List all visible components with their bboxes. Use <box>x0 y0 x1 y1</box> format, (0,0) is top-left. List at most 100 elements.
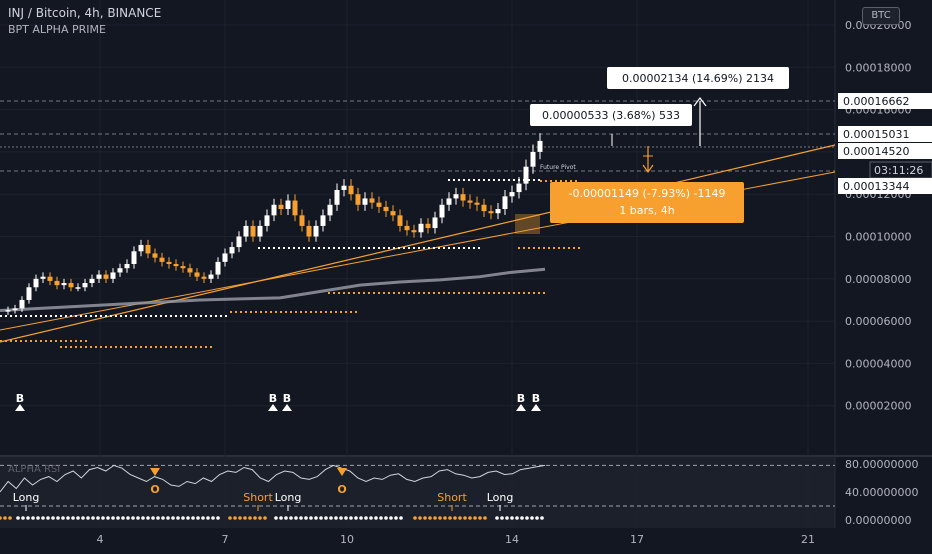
signal-dot <box>359 516 363 520</box>
signal-dot <box>495 516 499 520</box>
candle-body <box>334 189 340 205</box>
signal-dot <box>196 516 200 520</box>
signal-dot <box>101 516 105 520</box>
signal-dot <box>394 516 398 520</box>
measure-small-label-bg <box>530 104 692 126</box>
indicator-name: BPT ALPHA PRIME <box>8 23 106 36</box>
signal-dot <box>56 516 60 520</box>
zone-label: Long <box>275 491 302 504</box>
currency-badge[interactable]: BTC <box>862 7 900 25</box>
y-tick-label: 0.00010000 <box>845 231 911 244</box>
buy-signal-triangle <box>268 404 278 411</box>
price-label-current-bg <box>838 143 932 159</box>
y-tick-label: 0.00002000 <box>845 400 911 413</box>
candle-body <box>362 198 368 205</box>
candle-body <box>222 253 228 262</box>
candle-body <box>418 223 424 233</box>
candle-body <box>159 257 165 262</box>
signal-dot <box>428 516 432 520</box>
buy-signal-label: B <box>283 392 291 405</box>
o-signal-triangle <box>150 468 160 476</box>
o-signal-triangle <box>337 468 347 476</box>
signal-dot <box>161 516 165 520</box>
signal-dot <box>525 516 529 520</box>
candle-body <box>292 200 298 216</box>
candle-body <box>229 247 235 254</box>
candle-body <box>299 215 305 226</box>
signal-dot <box>344 516 348 520</box>
buy-signal-label: B <box>269 392 277 405</box>
signal-dot <box>243 516 247 520</box>
candle-body <box>278 204 284 210</box>
candle-body <box>432 217 438 229</box>
y-tick-label: 0.00008000 <box>845 273 911 286</box>
moving-average-line <box>0 267 546 313</box>
o-signal-label: O <box>337 483 346 496</box>
candle-body <box>446 198 452 205</box>
candle-body <box>481 204 487 212</box>
signal-dot <box>263 516 267 520</box>
symbol-title: INJ / Bitcoin, 4h, BINANCE <box>8 6 162 20</box>
candle-body <box>187 268 193 273</box>
candle-body <box>523 166 529 184</box>
signal-dot <box>171 516 175 520</box>
y-tick-label: 0.00018000 <box>845 61 911 74</box>
x-tick-label: 17 <box>630 533 644 546</box>
signal-dot <box>248 516 252 520</box>
candle-body <box>208 274 214 279</box>
candle-body <box>383 206 389 212</box>
y-tick-label: 0.00004000 <box>845 357 911 370</box>
measure-down-label-bg <box>550 182 744 223</box>
zone-label: Long <box>487 491 514 504</box>
signal-dot <box>299 516 303 520</box>
candle-body <box>19 299 25 309</box>
candle-body <box>250 225 256 237</box>
oscillator-line <box>0 464 546 493</box>
price-label-level-2-bg <box>838 126 932 142</box>
candle-body <box>96 274 102 279</box>
buy-signal-triangle <box>15 404 25 411</box>
zone-label: Long <box>13 491 40 504</box>
candle-body <box>243 225 249 237</box>
candle-body <box>495 209 501 214</box>
candle-body <box>124 263 130 269</box>
signal-dot <box>106 516 110 520</box>
signal-dot <box>453 516 457 520</box>
price-label-level-2: 0.00015031 <box>843 128 909 141</box>
signal-dot <box>413 516 417 520</box>
buy-signal-triangle <box>516 404 526 411</box>
signal-dot <box>274 516 278 520</box>
candle-body <box>306 225 312 237</box>
signal-dot <box>146 516 150 520</box>
candle-body <box>369 198 375 203</box>
signal-dot <box>483 516 487 520</box>
price-label-current: 0.00014520 <box>843 145 909 158</box>
signal-dot <box>91 516 95 520</box>
candle-body <box>439 204 445 218</box>
candle-body <box>75 287 81 289</box>
candle-body <box>152 253 158 258</box>
candle-body <box>397 215 403 226</box>
signal-dot <box>51 516 55 520</box>
candle-body <box>236 236 242 248</box>
signal-dot <box>399 516 403 520</box>
candle-body <box>467 200 473 203</box>
signal-dot <box>458 516 462 520</box>
signal-dot <box>141 516 145 520</box>
signal-dot <box>304 516 308 520</box>
signal-dot <box>510 516 514 520</box>
buy-signal-triangle <box>531 404 541 411</box>
signal-dot <box>433 516 437 520</box>
trendline-upper <box>0 144 836 343</box>
measure-up-arrowhead <box>693 97 707 107</box>
candle-body <box>103 274 109 279</box>
signal-dot <box>156 516 160 520</box>
candle-body <box>390 211 396 216</box>
candle-body <box>89 278 95 284</box>
candle-body <box>341 185 347 190</box>
signal-dot <box>21 516 25 520</box>
countdown-label: 03:11:26 <box>874 164 923 177</box>
signal-dot <box>111 516 115 520</box>
